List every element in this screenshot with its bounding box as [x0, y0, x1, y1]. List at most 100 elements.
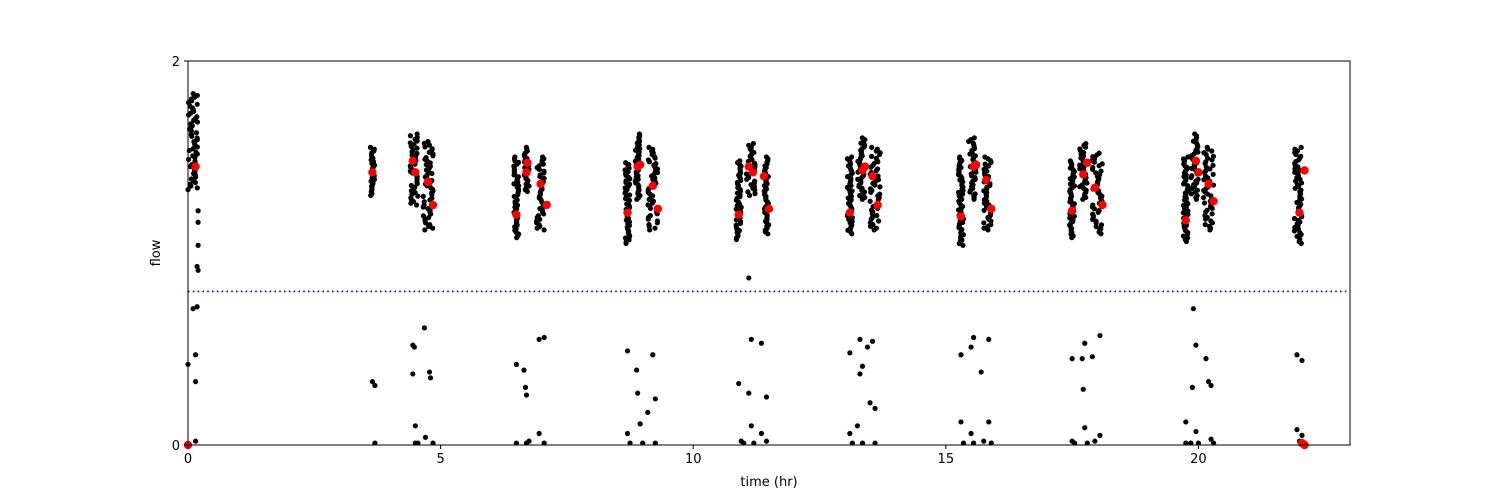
- black-data-point: [746, 390, 752, 396]
- red-data-point: [982, 175, 991, 185]
- black-data-point: [190, 91, 196, 97]
- black-data-point: [369, 379, 376, 385]
- black-data-point: [872, 405, 878, 412]
- black-data-point: [407, 140, 413, 146]
- black-data-point: [1079, 356, 1085, 362]
- black-data-point: [1294, 427, 1300, 433]
- black-data-point: [847, 430, 853, 437]
- black-data-point: [763, 394, 770, 400]
- black-data-point: [1082, 425, 1088, 431]
- black-data-point: [1208, 382, 1214, 389]
- black-data-point: [414, 145, 420, 151]
- black-data-point: [1294, 233, 1300, 239]
- black-data-point: [634, 367, 640, 373]
- black-data-point: [407, 133, 414, 139]
- black-data-point: [1096, 150, 1102, 156]
- black-data-point: [1083, 140, 1089, 147]
- black-data-point: [192, 352, 199, 358]
- black-data-point: [195, 208, 201, 214]
- black-data-point: [367, 144, 374, 150]
- black-data-point: [869, 338, 876, 344]
- black-data-point: [736, 380, 742, 387]
- red-data-point: [542, 200, 551, 210]
- black-data-point: [420, 213, 427, 219]
- black-data-point: [193, 149, 199, 155]
- black-data-point: [1298, 144, 1304, 150]
- black-data-point: [982, 161, 988, 167]
- black-data-point: [1201, 150, 1207, 156]
- black-data-point: [425, 139, 431, 145]
- black-data-point: [427, 375, 434, 381]
- black-data-point: [430, 440, 436, 446]
- black-data-point: [646, 221, 652, 228]
- red-data-point: [522, 168, 531, 177]
- black-data-point: [867, 400, 873, 406]
- red-data-point: [512, 210, 521, 219]
- black-data-point: [1084, 440, 1090, 446]
- red-data-point: [987, 204, 996, 214]
- red-data-point: [734, 210, 743, 219]
- black-data-point: [1082, 340, 1088, 346]
- black-data-point: [513, 361, 519, 367]
- black-data-point: [1210, 162, 1216, 168]
- black-data-point: [869, 144, 875, 150]
- x-tick-label: 15: [938, 452, 955, 467]
- black-data-point: [194, 135, 200, 141]
- black-data-point: [1209, 211, 1215, 217]
- black-data-point: [653, 160, 659, 167]
- black-data-point: [1193, 342, 1199, 348]
- black-data-point: [413, 202, 420, 208]
- black-data-point: [426, 369, 433, 375]
- black-data-point: [844, 156, 851, 162]
- black-data-point: [1188, 440, 1194, 446]
- black-data-point: [650, 352, 656, 358]
- black-data-point: [1204, 207, 1210, 213]
- black-data-point: [763, 154, 770, 160]
- red-data-point: [408, 156, 418, 166]
- black-data-point: [986, 419, 992, 425]
- red-data-point: [428, 200, 438, 210]
- plot-area: [183, 91, 1350, 450]
- black-data-point: [622, 235, 629, 241]
- black-data-point: [981, 220, 987, 226]
- black-data-point: [425, 206, 431, 212]
- y-tick-label: 0: [172, 439, 180, 454]
- black-data-point: [512, 154, 518, 160]
- black-data-point: [541, 175, 547, 181]
- x-tick-label: 20: [1190, 452, 1207, 467]
- black-data-point: [855, 176, 861, 182]
- black-data-point: [1183, 419, 1189, 425]
- black-data-point: [627, 440, 633, 446]
- x-tick-label: 0: [184, 452, 192, 467]
- black-data-point: [523, 440, 530, 446]
- black-data-point: [1180, 233, 1187, 239]
- black-data-point: [513, 440, 519, 446]
- black-data-point: [1195, 176, 1201, 182]
- black-data-point: [958, 352, 964, 358]
- black-data-point: [536, 336, 542, 342]
- black-data-point: [535, 213, 541, 219]
- black-data-point: [955, 189, 962, 195]
- black-data-point: [968, 171, 974, 177]
- black-data-point: [636, 131, 643, 137]
- plot-frame: [187, 60, 1351, 446]
- red-data-point: [1300, 166, 1309, 175]
- black-data-point: [1080, 386, 1086, 392]
- black-data-point: [877, 184, 883, 190]
- black-data-point: [414, 150, 420, 157]
- x-axis-label: time (hr): [740, 475, 797, 490]
- black-data-point: [751, 440, 757, 446]
- black-data-point: [748, 423, 754, 429]
- black-data-point: [1097, 432, 1103, 438]
- black-data-point: [430, 225, 436, 231]
- black-data-point: [988, 440, 994, 446]
- black-data-point: [1098, 168, 1104, 174]
- black-data-point: [541, 168, 547, 174]
- red-data-point: [1209, 196, 1218, 206]
- black-data-point: [1090, 154, 1096, 160]
- black-data-point: [539, 154, 546, 160]
- black-data-point: [1190, 306, 1196, 312]
- black-data-point: [1204, 144, 1210, 150]
- black-data-point: [971, 334, 977, 341]
- black-data-point: [372, 382, 378, 389]
